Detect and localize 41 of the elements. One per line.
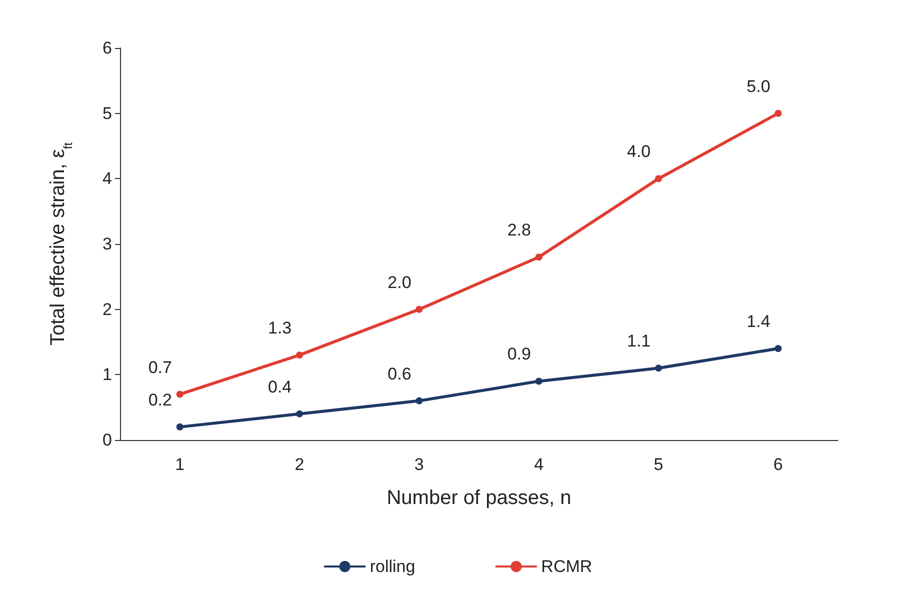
- y-tick-label: 1: [102, 365, 112, 384]
- data-label: 0.6: [388, 364, 412, 384]
- y-tick-label: 2: [102, 300, 112, 319]
- data-label: 1.4: [746, 312, 770, 332]
- point: [655, 175, 662, 182]
- data-label: 5.0: [746, 76, 770, 96]
- data-label: 0.9: [507, 344, 531, 364]
- point: [176, 423, 184, 430]
- y-tick-label: 0: [102, 430, 112, 450]
- x-tick-label: 4: [534, 455, 544, 474]
- y-axis-title: Total effective strain, εft: [47, 142, 75, 346]
- point: [774, 345, 782, 352]
- point: [535, 378, 542, 385]
- point: [296, 352, 303, 359]
- data-label: 0.2: [148, 390, 172, 410]
- point: [416, 306, 423, 313]
- data-label: 2.8: [507, 220, 531, 240]
- point: [774, 110, 782, 117]
- data-label: 0.4: [268, 377, 292, 396]
- x-tick-label: 3: [414, 455, 424, 474]
- legend-label: rolling: [370, 557, 416, 576]
- point: [535, 254, 542, 261]
- x-tick-label: 6: [773, 455, 783, 474]
- point: [655, 364, 662, 372]
- legend-label: RCMR: [541, 557, 592, 576]
- point: [416, 397, 423, 404]
- x-tick-label: 5: [654, 455, 664, 474]
- data-label: 2.0: [388, 272, 412, 292]
- y-tick-label: 3: [102, 234, 112, 254]
- x-axis-title: Number of passes, n: [386, 487, 572, 509]
- x-tick-label: 1: [175, 455, 185, 474]
- data-label: 1.3: [268, 318, 292, 338]
- y-tick-label: 5: [102, 104, 112, 123]
- data-label: 0.7: [148, 358, 172, 377]
- data-label: 4.0: [627, 142, 651, 162]
- point: [296, 410, 303, 418]
- x-tick-label: 2: [294, 455, 304, 474]
- y-tick-label: 6: [102, 38, 112, 58]
- y-tick-label: 4: [102, 169, 112, 188]
- data-label: 1.1: [627, 332, 651, 351]
- point: [176, 390, 184, 398]
